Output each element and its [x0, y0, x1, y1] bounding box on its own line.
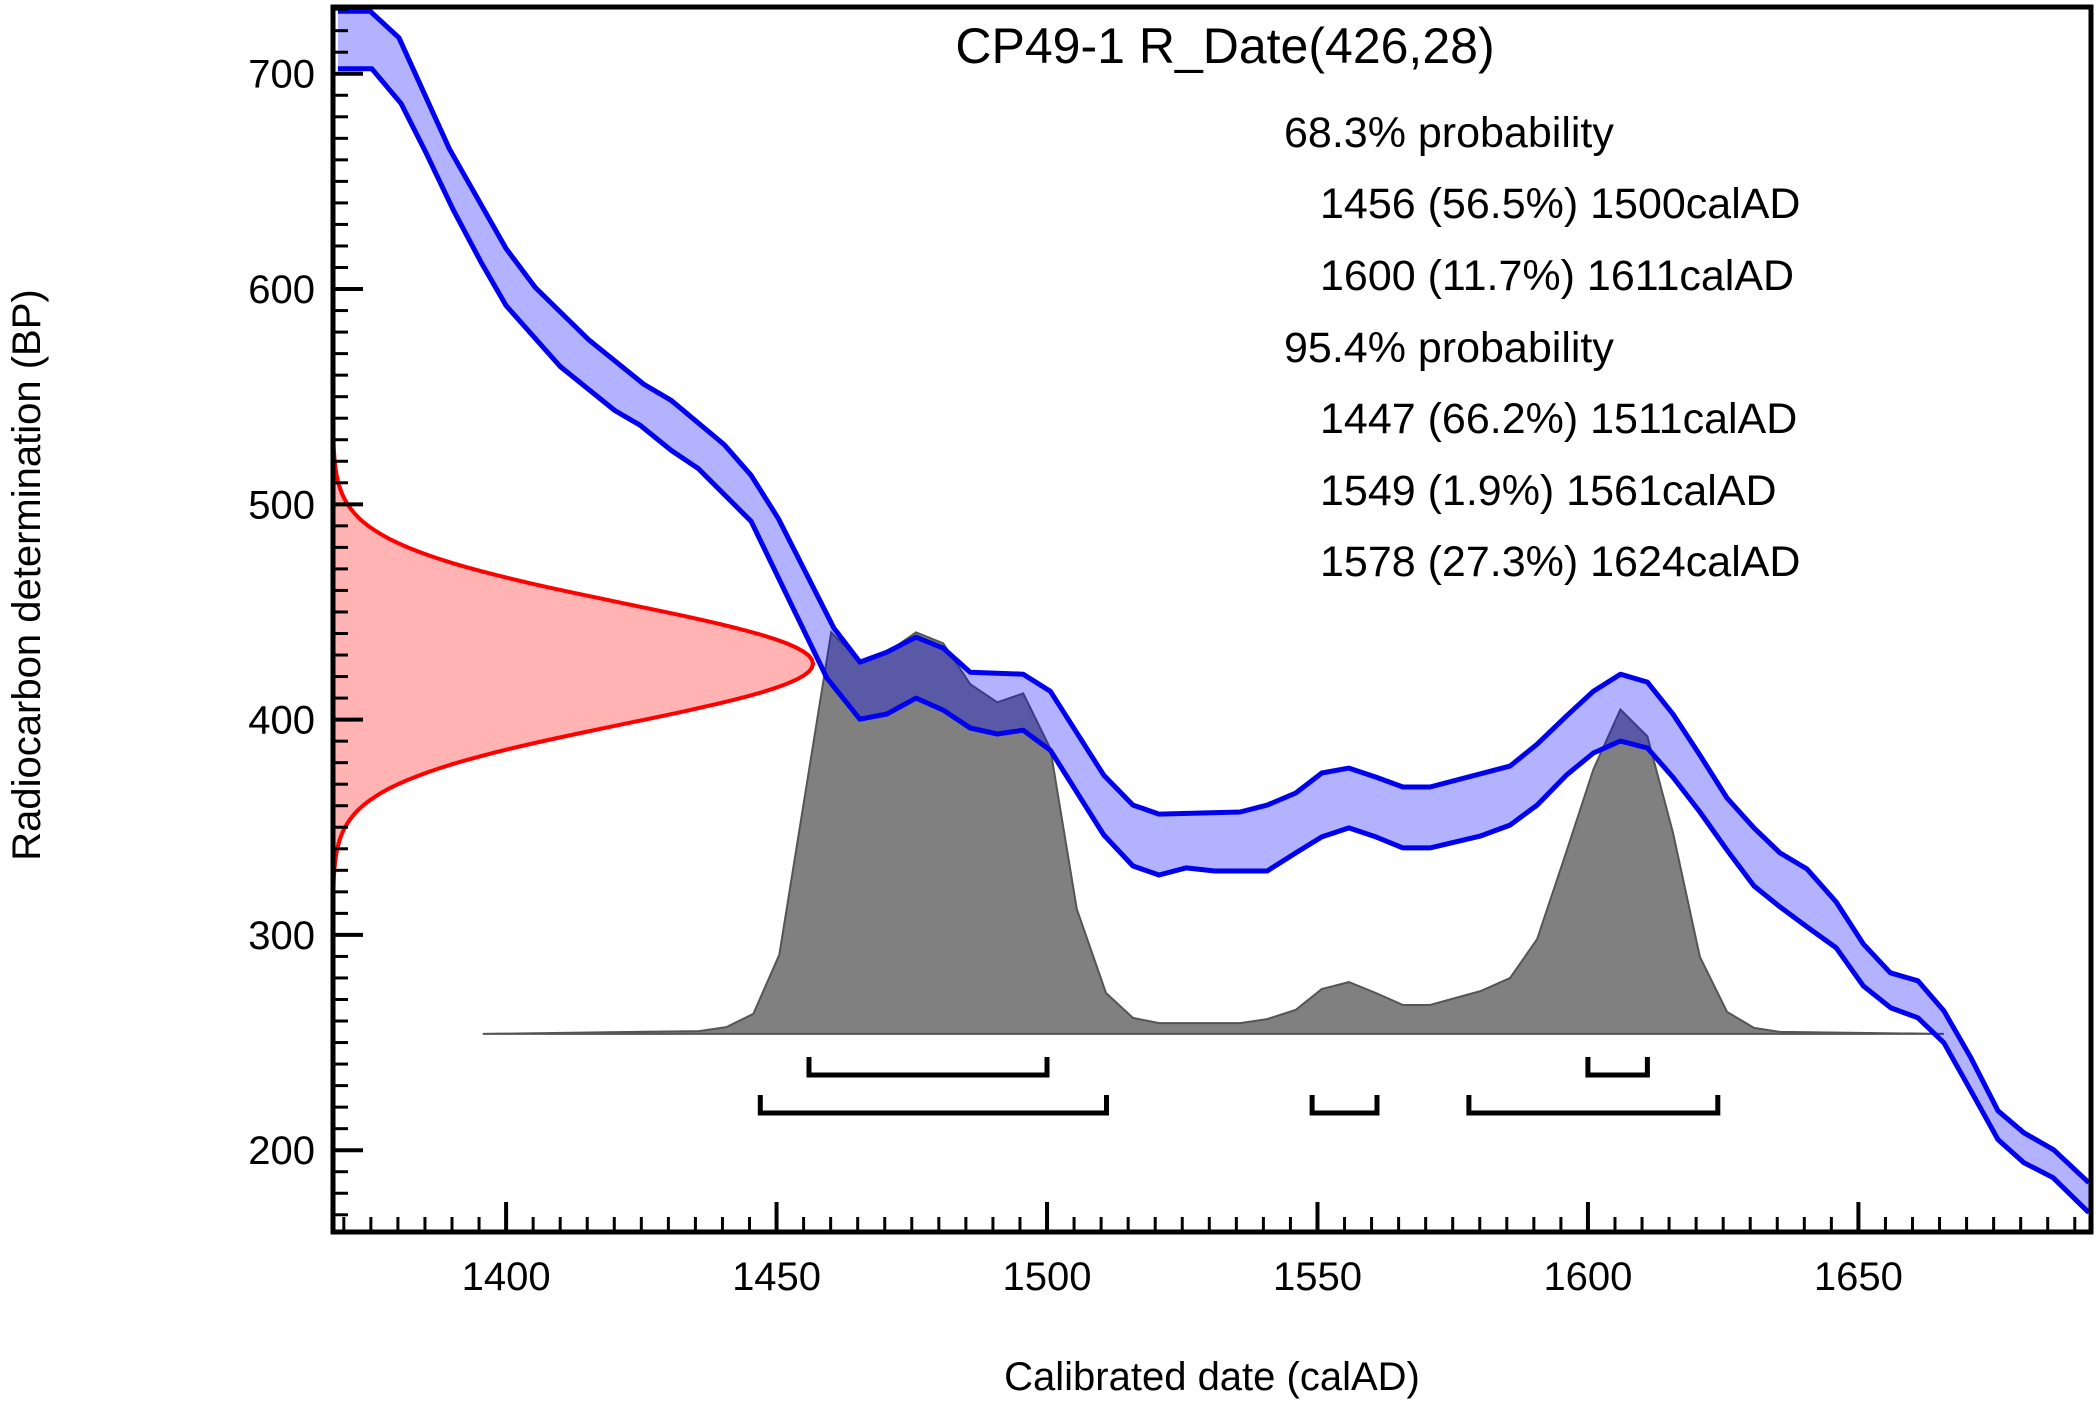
range-bracket-p95-3 [1466, 1095, 1721, 1116]
x-tick-label: 1650 [1814, 1255, 1903, 1299]
calibration-curve-upper [337, 8, 2091, 1185]
x-tick-label: 1450 [732, 1255, 821, 1299]
legend-p68-label: 68.3% probability [1284, 109, 1614, 157]
y-tick-label: 500 [248, 483, 315, 527]
x-tick-label: 1500 [1003, 1255, 1092, 1299]
range-bracket-p68-2 [1585, 1057, 1650, 1078]
plot-frame [330, 4, 2094, 1235]
chart-title: CP49-1 R_Date(426,28) [955, 18, 1494, 74]
legend-p95-range-3: 1578 (27.3%) 1624calAD [1320, 538, 1800, 586]
y-tick-label: 200 [248, 1129, 315, 1173]
x-tick-label: 1400 [462, 1255, 551, 1299]
x-tick-label: 1600 [1543, 1255, 1632, 1299]
legend-p68-range-2: 1600 (11.7%) 1611calAD [1320, 252, 1794, 300]
y-axis-title: Radiocarbon determination (BP) [5, 289, 49, 860]
range-brackets [757, 1057, 1721, 1116]
y-tick-label: 400 [248, 699, 315, 743]
legend-p95-label: 95.4% probability [1284, 324, 1614, 372]
range-bracket-p68-1 [806, 1057, 1050, 1078]
x-tick-label: 1550 [1273, 1255, 1362, 1299]
range-bracket-p95-2 [1309, 1095, 1380, 1116]
legend: 68.3% probability 1456 (56.5%) 1500calAD… [1284, 109, 1800, 586]
y-tick-label: 600 [248, 268, 315, 312]
legend-p95-range-2: 1549 (1.9%) 1561calAD [1320, 467, 1777, 515]
calibration-curve-lower [337, 66, 2091, 1215]
y-tick-label: 300 [248, 914, 315, 958]
legend-p68-range-1: 1456 (56.5%) 1500calAD [1320, 180, 1800, 228]
legend-p95-range-1: 1447 (66.2%) 1511calAD [1320, 395, 1797, 443]
range-bracket-p95-1 [757, 1095, 1109, 1116]
y-tick-label: 700 [248, 53, 315, 97]
x-axis-ticks: 1400 1450 1500 1550 1600 1650 [342, 1202, 2077, 1299]
axes: 1400 1450 1500 1550 1600 1650 200 300 400 500 600… [248, 4, 2094, 1299]
y-axis-ticks: 200 300 400 500 600 700 [248, 7, 363, 1217]
plot-content [331, 8, 2091, 1215]
x-axis-title: Calibrated date (calAD) [1004, 1355, 1420, 1399]
